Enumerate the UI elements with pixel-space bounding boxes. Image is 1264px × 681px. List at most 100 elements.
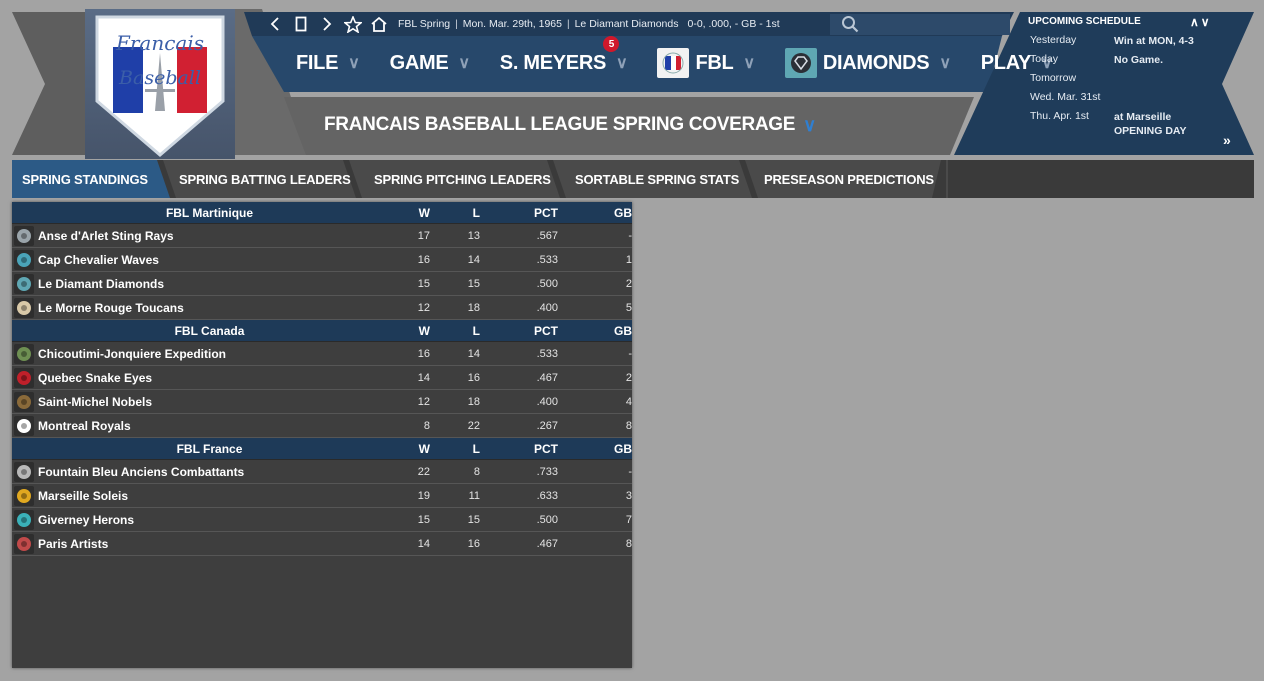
column-header-pct[interactable]: PCT: [534, 323, 558, 338]
pct-value: .633: [536, 489, 558, 502]
wins-value: 14: [417, 537, 430, 550]
column-header-l[interactable]: L: [472, 205, 480, 220]
table-row[interactable]: Paris Artists 14 16 .467 8: [12, 532, 632, 556]
breadcrumb-date[interactable]: Mon. Mar. 29th, 1965: [462, 18, 562, 30]
wins-value: 8: [423, 419, 430, 432]
tab-preseason-predictions[interactable]: PRESEASON PREDICTIONS: [764, 171, 934, 187]
menu-team[interactable]: DIAMONDS ∨: [784, 44, 951, 82]
team-name[interactable]: Le Morne Rouge Toucans: [38, 300, 184, 315]
standings-table: FBL Martinique W L PCT GB Anse d'Arlet Sting …: [12, 202, 632, 668]
table-row[interactable]: Quebec Snake Eyes 14 16 .467 2: [12, 366, 632, 390]
column-header-w[interactable]: W: [418, 441, 430, 456]
table-row[interactable]: Cap Chevalier Waves 16 14 .533 1: [12, 248, 632, 272]
menu-play[interactable]: PLAY ∨: [981, 44, 1053, 82]
column-header-pct[interactable]: PCT: [534, 205, 558, 220]
team-name[interactable]: Giverney Herons: [38, 512, 135, 527]
team-name[interactable]: Quebec Snake Eyes: [38, 370, 153, 385]
column-header-gb[interactable]: GB: [614, 323, 632, 338]
schedule-note: OPENING DAY: [1114, 125, 1187, 137]
schedule-row[interactable]: Wed. Mar. 31st: [1028, 91, 1228, 110]
column-header-gb[interactable]: GB: [614, 441, 632, 456]
games-back-value: 2: [625, 277, 632, 290]
forward-icon[interactable]: [314, 12, 340, 36]
tab-spring-pitching-leaders[interactable]: SPRING PITCHING LEADERS: [374, 171, 551, 187]
table-row[interactable]: Fountain Bleu Anciens Combattants 22 8 .733…: [12, 460, 632, 484]
breadcrumb-league[interactable]: FBL Spring: [398, 18, 451, 30]
team-name[interactable]: Anse d'Arlet Sting Rays: [38, 228, 174, 243]
column-header-gb[interactable]: GB: [614, 205, 632, 220]
fbl-logo-icon: [657, 48, 690, 78]
table-row[interactable]: Chicoutimi-Jonquiere Expedition 16 14 .533 -: [12, 342, 632, 366]
team-name[interactable]: Saint-Michel Nobels: [38, 394, 153, 409]
schedule-opponent: at Marseille: [1114, 111, 1172, 123]
chevron-down-icon: ∨: [616, 55, 628, 72]
chevron-down-icon: ∨: [939, 55, 951, 72]
star-icon[interactable]: [340, 12, 366, 36]
tab-sortable-spring-stats[interactable]: SORTABLE SPRING STATS: [575, 171, 740, 187]
menu-team-label: DIAMONDS: [822, 51, 930, 74]
tab-spring-batting-leaders[interactable]: SPRING BATTING LEADERS: [179, 171, 351, 187]
table-row[interactable]: Montreal Royals 8 22 .267 8: [12, 414, 632, 438]
team-name[interactable]: Fountain Bleu Anciens Combattants: [38, 464, 245, 479]
table-row[interactable]: Le Morne Rouge Toucans 12 18 .400 5: [12, 296, 632, 320]
menu-league-label: FBL: [695, 51, 734, 74]
division-name[interactable]: FBL Martinique: [165, 205, 254, 220]
team-name[interactable]: Paris Artists: [38, 536, 109, 551]
back-icon[interactable]: [262, 12, 288, 36]
wins-value: 16: [417, 253, 430, 266]
column-header-w[interactable]: W: [418, 323, 430, 338]
table-row[interactable]: Le Diamant Diamonds 15 15 .500 2: [12, 272, 632, 296]
diamond-icon: [14, 273, 34, 294]
wins-value: 19: [417, 489, 430, 502]
pct-value: .733: [536, 465, 558, 478]
schedule-result: No Game.: [1114, 54, 1164, 66]
pct-value: .400: [536, 301, 558, 314]
games-back-value: 1: [625, 253, 632, 266]
column-header-pct[interactable]: PCT: [534, 441, 558, 456]
page-title[interactable]: FRANCAIS BASEBALL LEAGUE SPRING COVERAGE…: [324, 114, 816, 136]
breadcrumb-team[interactable]: Le Diamant Diamonds: [574, 18, 679, 30]
league-logo[interactable]: Francais Baseball: [85, 9, 235, 159]
team-name[interactable]: Chicoutimi-Jonquiere Expedition: [38, 346, 227, 361]
schedule-row[interactable]: Yesterday Win at MON, 4-3: [1028, 34, 1228, 53]
team-name[interactable]: Montreal Royals: [38, 418, 131, 433]
chevron-down-icon[interactable]: ∨: [1200, 15, 1212, 29]
wins-value: 22: [417, 465, 430, 478]
table-row[interactable]: Giverney Herons 15 15 .500 7: [12, 508, 632, 532]
menu-league[interactable]: FBL ∨: [657, 44, 755, 82]
chevron-up-icon[interactable]: ∧: [1190, 15, 1201, 29]
search-icon[interactable]: [837, 12, 863, 36]
schedule-row[interactable]: Today No Game.: [1028, 53, 1228, 72]
team-name[interactable]: Le Diamant Diamonds: [38, 276, 165, 291]
schedule-row[interactable]: Thu. Apr. 1st at Marseille OPENING DAY: [1028, 110, 1228, 140]
page-icon[interactable]: [288, 12, 314, 36]
main-menu: FILE ∨ GAME ∨ S. MEYERS ∨ 5 FBL ∨ DIAMON…: [296, 36, 1053, 82]
table-row[interactable]: Marseille Soleis 19 11 .633 3: [12, 484, 632, 508]
team-name[interactable]: Cap Chevalier Waves: [38, 252, 159, 267]
column-header-w[interactable]: W: [418, 205, 430, 220]
home-icon[interactable]: [366, 12, 392, 36]
division-name[interactable]: FBL France: [176, 441, 243, 456]
schedule-row[interactable]: Tomorrow: [1028, 72, 1228, 91]
games-back-value: 3: [625, 489, 632, 502]
schedule-result: at Marseille OPENING DAY: [1114, 110, 1187, 140]
table-row[interactable]: Saint-Michel Nobels 12 18 .400 4: [12, 390, 632, 414]
notification-badge: 5: [603, 36, 620, 52]
division-name[interactable]: FBL Canada: [174, 323, 245, 338]
heron-icon: [14, 509, 34, 530]
column-header-l[interactable]: L: [472, 323, 480, 338]
schedule-collapse-controls[interactable]: ∧∨: [1190, 15, 1212, 29]
wins-value: 12: [417, 301, 430, 314]
losses-value: 13: [467, 229, 480, 242]
table-row[interactable]: Anse d'Arlet Sting Rays 17 13 .567 -: [12, 224, 632, 248]
menu-file[interactable]: FILE ∨: [296, 44, 360, 82]
double-chevron-right-icon[interactable]: »: [1223, 132, 1231, 148]
column-header-l[interactable]: L: [472, 441, 480, 456]
page-title-label: FRANCAIS BASEBALL LEAGUE SPRING COVERAGE: [324, 114, 796, 135]
pct-value: .500: [536, 277, 558, 290]
menu-game[interactable]: GAME ∨: [390, 44, 471, 82]
pct-value: .467: [536, 537, 558, 550]
menu-manager[interactable]: S. MEYERS ∨ 5: [500, 36, 628, 82]
team-name[interactable]: Marseille Soleis: [38, 488, 129, 503]
tab-spring-standings[interactable]: SPRING STANDINGS: [22, 171, 148, 187]
